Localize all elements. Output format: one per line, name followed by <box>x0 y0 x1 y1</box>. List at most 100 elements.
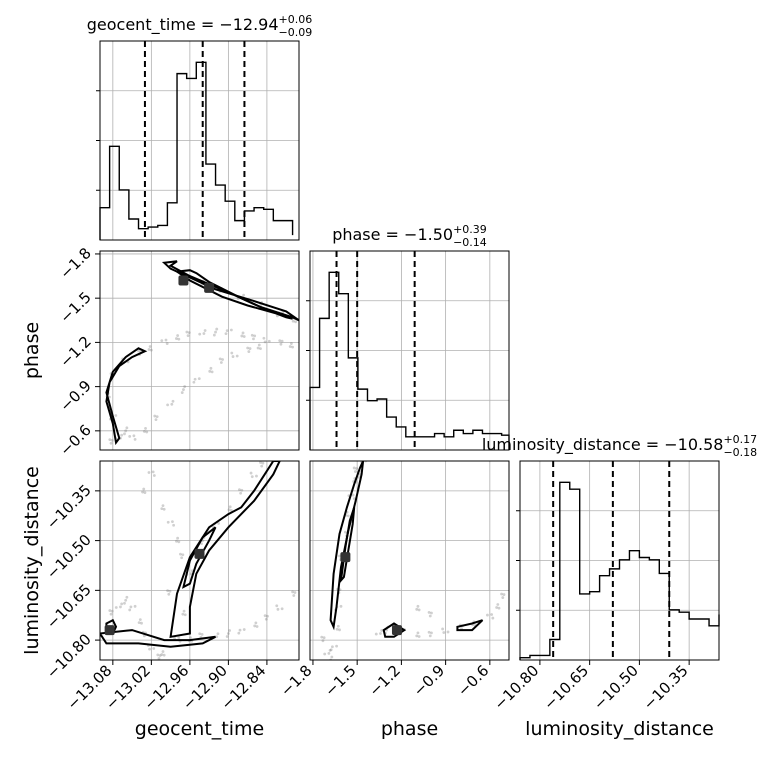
sample-point <box>123 601 126 605</box>
sample-point <box>262 336 266 340</box>
sample-point <box>123 432 126 436</box>
y-tick-label: −10.35 <box>43 481 95 533</box>
sample-point <box>148 647 151 651</box>
sample-point <box>486 613 489 617</box>
sample-point <box>140 621 143 625</box>
sample-point <box>288 345 292 348</box>
sample-point <box>225 329 229 332</box>
sample-point <box>346 514 350 518</box>
sample-point <box>231 355 235 358</box>
sample-point <box>153 414 157 418</box>
sample-point <box>197 377 201 381</box>
sample-point <box>428 634 432 638</box>
sample-point <box>235 354 239 358</box>
sample-point <box>154 418 158 422</box>
sample-point <box>142 487 146 491</box>
sample-point <box>179 552 182 556</box>
sample-point <box>125 595 129 599</box>
sample-point <box>500 592 503 596</box>
panel-frame <box>99 460 300 661</box>
sample-point <box>114 414 118 417</box>
sample-point <box>253 334 257 338</box>
hist-panel-phase: phase = −1.50+0.39−0.14 <box>306 223 510 451</box>
density-peak-2 <box>104 625 115 636</box>
sample-point <box>189 636 192 640</box>
sample-point <box>166 589 170 593</box>
sample-point <box>171 399 175 403</box>
sample-point <box>260 464 264 468</box>
x-axis-phase: −1.8 −1.5 −1.2 −0.9 −0.6 phase <box>277 660 492 740</box>
sample-point <box>338 628 341 632</box>
contour-level-4 <box>456 619 484 632</box>
sample-point <box>237 631 241 635</box>
sample-point <box>157 657 161 660</box>
sample-point <box>141 490 144 494</box>
sample-point <box>442 631 446 634</box>
sample-point <box>280 339 284 343</box>
x-tick-label: −0.6 <box>454 662 492 700</box>
x-axis-geocent_time: −13.08−13.02−12.96−12.90−12.84geocent_ti… <box>63 660 269 740</box>
sample-point <box>138 618 142 621</box>
contour-level-2 <box>329 461 365 631</box>
sample-point <box>148 345 152 348</box>
sample-point <box>292 594 296 597</box>
sample-point <box>151 470 155 474</box>
sample-point <box>291 345 294 349</box>
sample-point <box>291 319 295 323</box>
sample-point <box>167 592 171 596</box>
sample-point <box>228 505 232 509</box>
sample-point <box>230 351 234 355</box>
sample-point <box>215 327 219 331</box>
sample-point <box>329 648 333 652</box>
hist-panel-geocent_time: geocent_time = −12.94+0.06−0.09 <box>87 13 313 241</box>
contour-level-2 <box>169 461 281 639</box>
sample-point <box>336 624 340 628</box>
sample-point <box>351 493 355 497</box>
sample-point <box>267 339 271 343</box>
sample-point <box>322 636 326 640</box>
sample-point <box>182 609 186 613</box>
sample-point <box>128 435 132 438</box>
sample-point <box>186 334 190 338</box>
x-tick-label: −10.35 <box>640 662 692 714</box>
sample-point <box>240 488 244 492</box>
sample-point <box>353 470 357 473</box>
sample-point <box>210 370 214 374</box>
sample-point <box>162 507 166 511</box>
sample-point <box>160 653 164 656</box>
sample-point <box>289 342 293 345</box>
sample-point <box>165 342 169 345</box>
sample-point <box>224 332 228 335</box>
sample-point <box>417 635 421 638</box>
x-tick-label: −10.80 <box>491 662 543 714</box>
sample-point <box>291 590 294 594</box>
sample-point <box>415 607 419 611</box>
sample-point <box>491 616 495 620</box>
sample-point <box>189 572 193 576</box>
sample-point <box>242 293 246 297</box>
sample-point <box>247 350 251 353</box>
sample-point <box>137 621 141 624</box>
sample-point <box>279 342 283 346</box>
sample-point <box>198 332 202 336</box>
sample-point <box>366 457 369 460</box>
contour-level-1 <box>182 526 217 589</box>
hist-panel-luminosity_distance: luminosity_distance = −10.58+0.17−0.18 <box>482 433 757 661</box>
title-upper: +0.06 <box>279 13 313 26</box>
sample-point <box>147 348 151 351</box>
sample-point <box>172 523 176 527</box>
sample-point <box>143 491 147 495</box>
y-tick-label: −10.65 <box>43 580 95 632</box>
sample-point <box>145 430 149 434</box>
sample-point <box>352 497 356 501</box>
panel-frame <box>99 40 300 241</box>
sample-point <box>166 520 170 524</box>
sample-point <box>110 609 114 613</box>
y-tick-label: −10.50 <box>43 531 95 583</box>
sample-point <box>343 530 347 534</box>
x-axis-label-phase: phase <box>381 718 438 740</box>
title-lower: −0.14 <box>453 236 487 249</box>
sample-point <box>168 589 172 593</box>
contour-level-3 <box>100 629 216 648</box>
sample-point <box>380 629 384 632</box>
